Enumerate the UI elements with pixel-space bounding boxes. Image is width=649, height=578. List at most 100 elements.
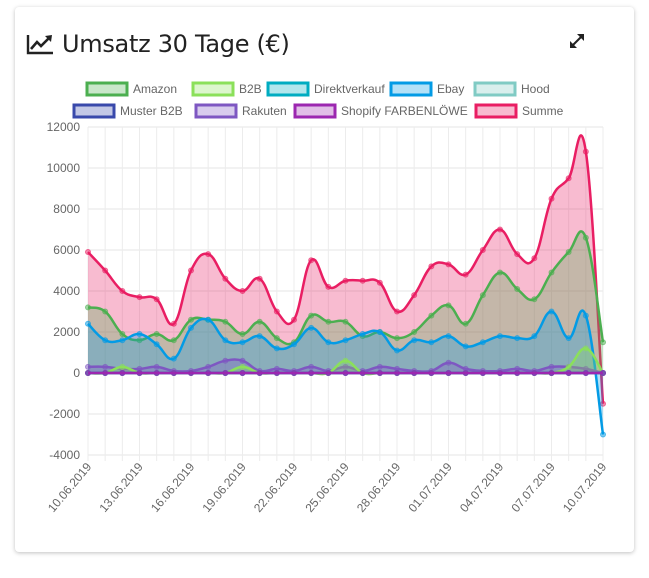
point-0-25[interactable]: [514, 285, 521, 292]
point-3-13[interactable]: [308, 324, 315, 331]
point-8-8[interactable]: [222, 275, 229, 282]
point-3-26[interactable]: [531, 333, 538, 340]
point-8-14[interactable]: [325, 283, 332, 290]
legend-label-5[interactable]: Muster B2B: [120, 104, 183, 118]
point-7-0[interactable]: [85, 370, 91, 376]
point-7-11[interactable]: [273, 370, 280, 376]
point-6-1[interactable]: [102, 363, 109, 370]
point-3-12[interactable]: [291, 341, 297, 348]
point-1-28[interactable]: [565, 363, 572, 370]
point-0-9[interactable]: [239, 331, 246, 338]
point-3-14[interactable]: [325, 339, 332, 346]
point-0-10[interactable]: [256, 318, 263, 325]
point-8-10[interactable]: [256, 275, 263, 282]
point-0-23[interactable]: [479, 292, 486, 299]
point-3-22[interactable]: [462, 343, 469, 350]
point-3-5[interactable]: [170, 355, 177, 362]
point-0-5[interactable]: [170, 337, 177, 344]
point-6-0[interactable]: [85, 363, 91, 370]
point-3-27[interactable]: [548, 308, 555, 315]
point-7-10[interactable]: [256, 370, 263, 376]
point-6-21[interactable]: [445, 359, 452, 366]
point-0-8[interactable]: [222, 318, 229, 325]
point-7-5[interactable]: [170, 370, 177, 376]
legend-label-0[interactable]: Amazon: [133, 82, 177, 96]
point-7-14[interactable]: [325, 370, 332, 376]
point-8-13[interactable]: [308, 257, 315, 264]
point-8-3[interactable]: [136, 294, 143, 301]
point-7-12[interactable]: [291, 370, 297, 376]
point-8-19[interactable]: [411, 292, 418, 299]
point-0-26[interactable]: [531, 296, 538, 303]
point-0-11[interactable]: [273, 335, 280, 342]
point-3-2[interactable]: [119, 337, 126, 344]
point-7-20[interactable]: [428, 370, 435, 376]
legend-label-8[interactable]: Summe: [522, 104, 564, 118]
point-8-16[interactable]: [359, 277, 366, 284]
point-0-13[interactable]: [308, 312, 315, 319]
point-8-21[interactable]: [445, 261, 452, 268]
point-8-2[interactable]: [119, 288, 126, 294]
point-8-29[interactable]: [582, 148, 589, 155]
point-3-29[interactable]: [582, 312, 589, 319]
point-0-20[interactable]: [428, 312, 435, 319]
legend-swatch-6[interactable]: [194, 103, 238, 119]
point-7-22[interactable]: [462, 370, 469, 376]
point-8-22[interactable]: [462, 271, 469, 278]
point-0-0[interactable]: [85, 304, 91, 311]
point-8-18[interactable]: [394, 308, 400, 315]
point-3-17[interactable]: [376, 329, 383, 335]
point-7-19[interactable]: [411, 370, 418, 376]
point-8-24[interactable]: [497, 226, 503, 233]
point-8-9[interactable]: [239, 288, 246, 294]
point-3-10[interactable]: [256, 333, 263, 340]
point-3-11[interactable]: [273, 345, 280, 352]
point-7-27[interactable]: [548, 370, 555, 376]
point-6-4[interactable]: [153, 363, 160, 370]
point-8-12[interactable]: [291, 316, 297, 323]
point-8-11[interactable]: [273, 308, 280, 315]
point-0-15[interactable]: [342, 318, 349, 325]
point-3-23[interactable]: [479, 339, 486, 346]
point-7-28[interactable]: [565, 370, 572, 376]
point-6-9[interactable]: [239, 357, 246, 364]
point-3-24[interactable]: [497, 333, 503, 340]
point-8-1[interactable]: [102, 267, 109, 274]
point-0-1[interactable]: [102, 308, 109, 315]
point-3-19[interactable]: [411, 337, 418, 344]
point-8-23[interactable]: [479, 247, 486, 253]
point-7-16[interactable]: [359, 370, 366, 376]
point-3-21[interactable]: [445, 333, 452, 340]
point-3-4[interactable]: [153, 341, 160, 348]
point-0-3[interactable]: [136, 337, 143, 344]
point-8-5[interactable]: [170, 320, 177, 327]
expand-icon[interactable]: [568, 32, 586, 50]
point-7-25[interactable]: [514, 370, 521, 376]
point-8-6[interactable]: [188, 267, 194, 274]
point-6-8[interactable]: [222, 357, 229, 364]
point-8-17[interactable]: [376, 279, 383, 286]
point-0-2[interactable]: [119, 331, 126, 338]
point-7-7[interactable]: [205, 370, 212, 376]
point-6-17[interactable]: [376, 363, 383, 370]
point-0-19[interactable]: [411, 329, 418, 335]
point-1-29[interactable]: [582, 345, 589, 352]
point-8-15[interactable]: [342, 277, 349, 284]
point-3-18[interactable]: [394, 347, 400, 354]
point-7-3[interactable]: [136, 370, 143, 376]
point-0-28[interactable]: [565, 249, 572, 256]
point-3-25[interactable]: [514, 335, 521, 342]
point-8-0[interactable]: [85, 249, 91, 256]
point-6-27[interactable]: [548, 363, 555, 370]
point-7-4[interactable]: [153, 370, 160, 376]
point-8-25[interactable]: [514, 251, 521, 258]
point-7-9[interactable]: [239, 370, 246, 376]
point-1-15[interactable]: [342, 357, 349, 364]
point-0-18[interactable]: [394, 335, 400, 342]
point-0-30[interactable]: [600, 339, 606, 346]
legend-label-3[interactable]: Ebay: [437, 82, 464, 96]
point-8-20[interactable]: [428, 263, 435, 270]
point-7-30[interactable]: [600, 370, 606, 376]
point-0-22[interactable]: [462, 320, 469, 327]
point-3-16[interactable]: [359, 331, 366, 338]
